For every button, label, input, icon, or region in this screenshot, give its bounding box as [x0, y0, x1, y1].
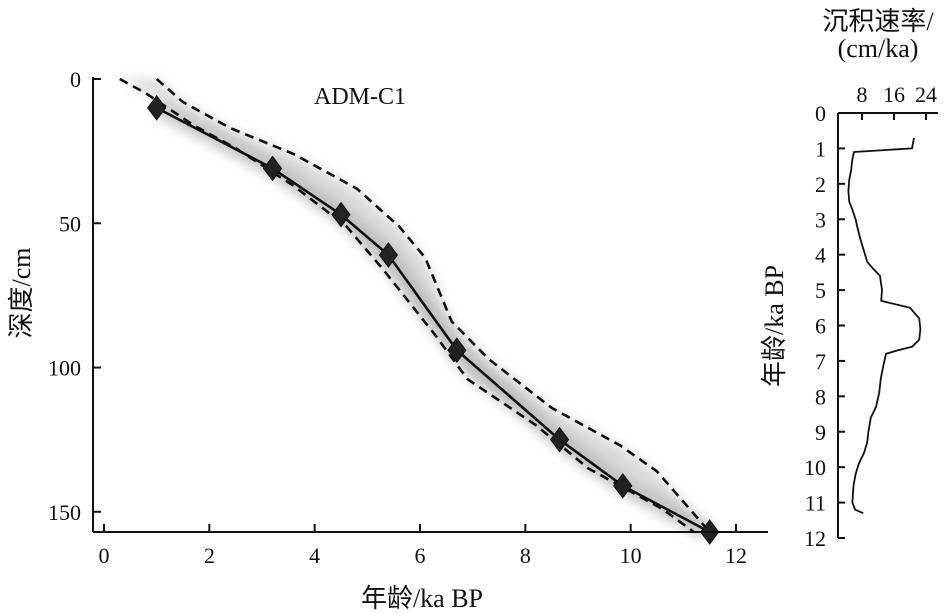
dated-sample-marker: [262, 155, 283, 182]
age-tick-label: 0: [815, 101, 826, 126]
main-axes: [92, 77, 768, 533]
age-depth-panel: 0 2 4 6 8 10 12 0 50 100 150 ADM-C1 年龄/ka BP 深度/c…: [7, 67, 768, 613]
y-tick-label: 0: [70, 67, 81, 92]
x-tick-labels: 0 2 4 6 8 10 12: [99, 543, 748, 568]
x-tick-label: 0: [99, 543, 110, 568]
age-tick-label: 12: [804, 526, 826, 551]
x-tick-label: 2: [204, 543, 215, 568]
age-tick-label: 11: [805, 491, 826, 516]
age-depth-model-line: [156, 106, 711, 534]
dated-sample-marker: [447, 337, 467, 364]
dated-sample-marker: [331, 201, 351, 228]
rate-tick-labels: 8 16 24: [857, 82, 938, 107]
rate-axis-title-line: 沉积速率/: [822, 7, 934, 36]
model-lines: [119, 77, 711, 534]
y-tick-label: 100: [48, 356, 81, 381]
rate-axis-title: 沉积速率/(cm/ka): [822, 7, 934, 63]
age-tick-label: 2: [815, 172, 826, 197]
rate-tick-label: 24: [915, 82, 937, 107]
rate-axis-title-line: (cm/ka): [838, 34, 919, 63]
x-tick-label: 12: [725, 543, 747, 568]
y-tick-label: 50: [59, 211, 81, 236]
y-axis-title: 深度/cm: [7, 248, 36, 339]
rate-line: [847, 137, 922, 515]
x-tick-label: 4: [309, 543, 320, 568]
dated-sample-marker: [378, 242, 399, 268]
dated-sample-marker: [147, 95, 167, 121]
sedimentation-rate-line: [847, 137, 922, 515]
lower-bound-line: [119, 77, 695, 534]
dated-sample-marker: [549, 426, 570, 453]
upper-bound-line: [155, 78, 711, 533]
rate-tick-label: 8: [857, 82, 868, 107]
age-tick-label: 10: [804, 455, 826, 480]
age-axis-title: 年龄/ka BP: [760, 265, 789, 387]
age-tick-label: 1: [815, 136, 826, 161]
confidence-band-fill: [119, 79, 710, 532]
confidence-band: [119, 79, 714, 540]
side-axes: [837, 112, 938, 539]
age-tick-label: 9: [815, 420, 826, 445]
age-tick-label: 8: [815, 384, 826, 409]
y-tick-labels: 0 50 100 150: [48, 67, 81, 525]
age-tick-label: 5: [815, 278, 826, 303]
panel-title: ADM-C1: [314, 84, 406, 110]
x-tick-label: 8: [520, 543, 531, 568]
x-tick-label: 10: [620, 543, 642, 568]
age-tick-label: 3: [815, 207, 826, 232]
x-axis-title: 年龄/ka BP: [361, 584, 483, 613]
y-tick-label: 150: [48, 500, 81, 525]
dated-sample-marker: [613, 473, 633, 499]
age-tick-label: 7: [815, 349, 826, 374]
age-tick-label: 4: [815, 243, 826, 268]
rate-tick-label: 16: [883, 82, 905, 107]
dated-sample-markers: [147, 95, 720, 545]
x-tick-label: 6: [415, 543, 426, 568]
age-tick-label: 6: [815, 314, 826, 339]
